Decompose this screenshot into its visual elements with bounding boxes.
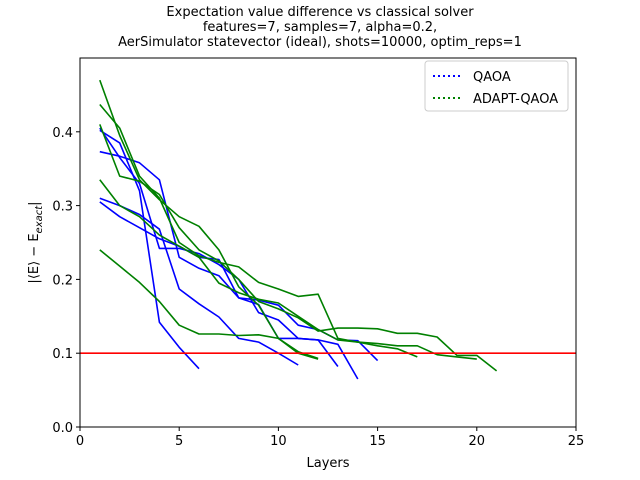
y-tick-label: 0.3 [52,200,73,215]
series-line-adapt-qaoa-10 [99,249,319,360]
series-line-adapt-qaoa-9 [99,179,477,360]
x-tick-label: 5 [175,434,183,449]
y-axis-label-subscript: exact [34,205,45,234]
y-axis-label: |⟨E⟩ − Eexact| [27,201,45,283]
chart-title-line-2: features=7, samples=7, alpha=0.2, [202,20,438,35]
y-tick-label: 0.1 [52,347,73,362]
x-tick-label: 25 [568,434,585,449]
series-line-qaoa-5 [99,201,339,367]
svg-text:|⟨E⟩ − Eexact|: |⟨E⟩ − Eexact| [27,201,45,283]
legend-label-qaoa: QAOA [473,70,511,85]
series-line-qaoa-4 [99,197,299,366]
x-axis-label: Layers [306,456,349,471]
legend-label-adapt-qaoa: ADAPT-QAOA [473,92,558,107]
series-line-adapt-qaoa-8 [99,124,498,372]
legend: QAOA ADAPT-QAOA [424,60,569,112]
x-tick-label: 15 [369,434,386,449]
y-tick-label: 0.4 [52,126,73,141]
x-tick-label: 20 [469,434,486,449]
y-axis-label-end: | [27,201,42,205]
x-tick-label: 0 [76,434,84,449]
x-axis-ticks: 0 5 10 15 20 25 [76,427,584,449]
chart-title-line-1: Expectation value difference vs classica… [166,5,474,20]
series-layer [99,79,498,380]
y-tick-label: 0.2 [52,273,73,288]
y-axis-ticks: 0.0 0.1 0.2 0.3 0.4 [52,126,80,436]
x-tick-label: 10 [270,434,287,449]
series-line-adapt-qaoa-6 [99,79,319,360]
legend-box [424,60,569,112]
y-axis-label-main: |⟨E⟩ − E [27,233,42,283]
chart-title-line-3: AerSimulator statevector (ideal), shots=… [118,35,522,50]
series-line-adapt-qaoa-7 [99,103,418,358]
plot-frame [79,57,577,428]
y-tick-label: 0.0 [52,421,73,436]
series-line-qaoa-2 [99,129,200,370]
